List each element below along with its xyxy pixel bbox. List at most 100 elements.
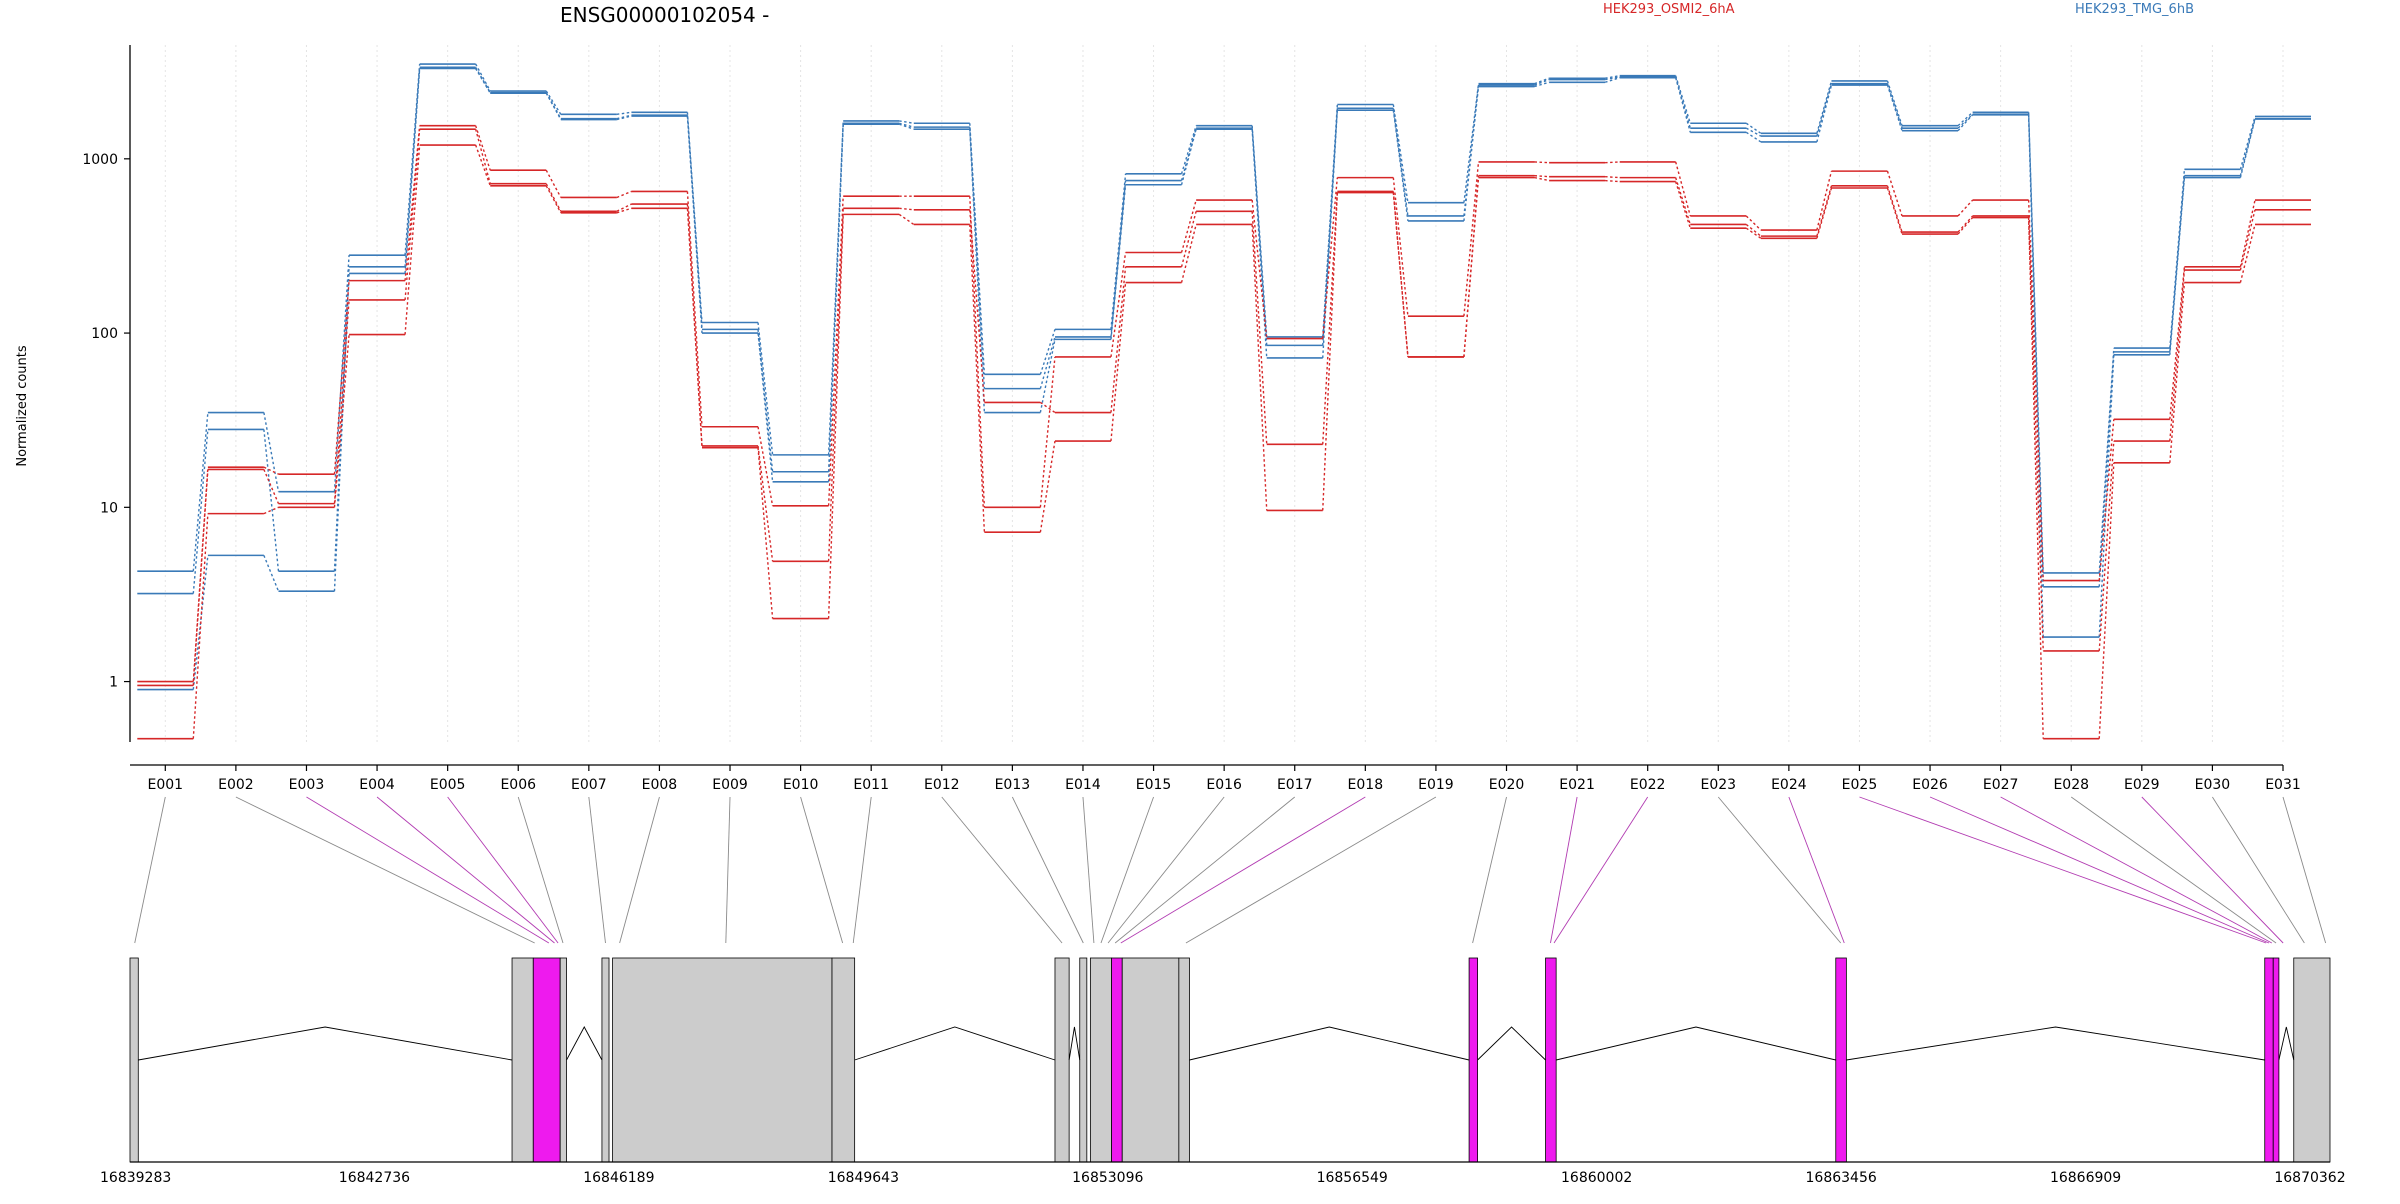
data-connector <box>333 255 350 492</box>
data-connector <box>1322 104 1339 337</box>
data-connector <box>192 513 209 739</box>
data-connector <box>1675 75 1691 124</box>
data-connector <box>686 191 703 427</box>
x-tick-label: E007 <box>571 777 607 793</box>
data-connector <box>2027 114 2044 587</box>
data-connector <box>404 68 421 274</box>
x-tick-label: E025 <box>1842 777 1878 793</box>
data-connector <box>2169 269 2186 442</box>
data-connector <box>545 169 562 198</box>
x-tick-label: E008 <box>642 777 678 793</box>
data-connector <box>545 185 562 214</box>
data-connector <box>2027 112 2044 573</box>
data-connector <box>1180 199 1197 253</box>
data-connector <box>757 445 774 562</box>
exon-connector-line <box>619 796 660 944</box>
exon-block-highlighted <box>1545 957 1557 1163</box>
exon-block <box>129 957 139 1163</box>
data-connector <box>404 144 421 335</box>
data-connector <box>263 466 279 475</box>
data-connector <box>333 280 350 475</box>
exon-block <box>1089 957 1113 1163</box>
data-connector <box>1110 266 1127 413</box>
series-hek293-osmi2-6ha <box>137 128 2311 687</box>
data-connector <box>263 469 280 504</box>
genomic-tick-label: 16856549 <box>1317 1170 1388 1186</box>
genomic-tick-label: 16846189 <box>583 1170 654 1186</box>
exon-block <box>831 957 856 1163</box>
data-connector <box>192 429 209 594</box>
series-hek293-osmi2-6ha <box>137 144 2311 740</box>
exon-connector-line <box>2070 796 2277 944</box>
exon-block <box>601 957 610 1163</box>
data-connector <box>404 129 421 300</box>
exon-connector-line <box>1472 796 1507 944</box>
data-connector <box>1816 80 1833 134</box>
x-tick-label: E010 <box>783 777 819 793</box>
exon-connector-line <box>1929 796 2270 944</box>
exon-block <box>2293 957 2331 1163</box>
y-tick-label: 1000 <box>82 152 118 168</box>
genomic-tick-label: 16853096 <box>1072 1170 1143 1186</box>
data-connector <box>1322 192 1339 511</box>
exon-block-highlighted <box>2272 957 2280 1163</box>
x-tick-label: E015 <box>1136 777 1172 793</box>
genomic-tick-label: 16839283 <box>100 1170 171 1186</box>
data-connector <box>1605 179 1620 183</box>
data-connector <box>474 125 491 171</box>
data-connector <box>1392 192 1409 357</box>
x-tick-label: E012 <box>924 777 960 793</box>
series-layer <box>137 63 2311 740</box>
exon-connector-line <box>1553 796 1649 944</box>
data-connector <box>1675 181 1691 229</box>
legend-entry-osmi2: HEK293_OSMI2_6hA <box>1603 2 1735 17</box>
y-tick-label: 1 <box>109 675 118 691</box>
data-connector <box>1180 128 1197 185</box>
data-connector <box>1180 211 1197 267</box>
data-connector <box>1816 84 1833 143</box>
data-connector <box>1463 161 1480 317</box>
data-connector <box>1392 108 1409 217</box>
data-connector <box>1745 223 1762 237</box>
exon-block-highlighted <box>2264 957 2274 1163</box>
exon-connector-line <box>1788 796 1845 944</box>
exon-connector-line <box>1107 796 1225 944</box>
data-connector <box>757 322 774 455</box>
data-connector <box>1816 170 1833 231</box>
x-tick-label: E016 <box>1206 777 1242 793</box>
data-connector <box>2098 354 2115 638</box>
data-connector <box>1534 175 1550 178</box>
exon-block <box>511 957 534 1163</box>
data-connector <box>1251 211 1268 445</box>
exon-connector-layer <box>134 796 2327 944</box>
data-connector <box>1957 114 1974 132</box>
exon-block <box>1178 957 1190 1163</box>
exon-connector-line <box>2282 796 2327 944</box>
genomic-tick-label: 16870362 <box>2274 1170 2345 1186</box>
data-connector <box>1392 110 1409 222</box>
data-connector <box>1816 187 1833 239</box>
exon-connector-line <box>588 796 606 944</box>
data-connector <box>545 183 562 212</box>
data-connector <box>1534 77 1550 85</box>
intron-line <box>854 1026 1056 1061</box>
data-connector <box>2027 200 2044 581</box>
exon-block-highlighted <box>1835 957 1847 1163</box>
data-connector <box>1957 217 1974 235</box>
exon-block <box>1079 957 1088 1163</box>
exon-connector-line <box>1011 796 1084 944</box>
data-connector <box>475 66 491 93</box>
data-connector <box>1251 125 1268 338</box>
data-connector <box>1110 282 1127 442</box>
data-connector <box>2239 224 2256 283</box>
data-connector <box>1957 111 1974 127</box>
exon-connector-line <box>852 796 872 944</box>
data-connector <box>545 92 562 120</box>
axes-layer: 1 10 100 1000 E001 E002 E003 E004 E005 E006 E007 E0… <box>82 45 2301 793</box>
x-tick-label: E014 <box>1065 777 1101 793</box>
exon-connector-line <box>134 796 166 944</box>
x-tick-label: E028 <box>2053 777 2089 793</box>
exon-connector-line <box>1082 796 1095 944</box>
x-tick-label: E024 <box>1771 777 1807 793</box>
exon-block-highlighted <box>1111 957 1123 1163</box>
